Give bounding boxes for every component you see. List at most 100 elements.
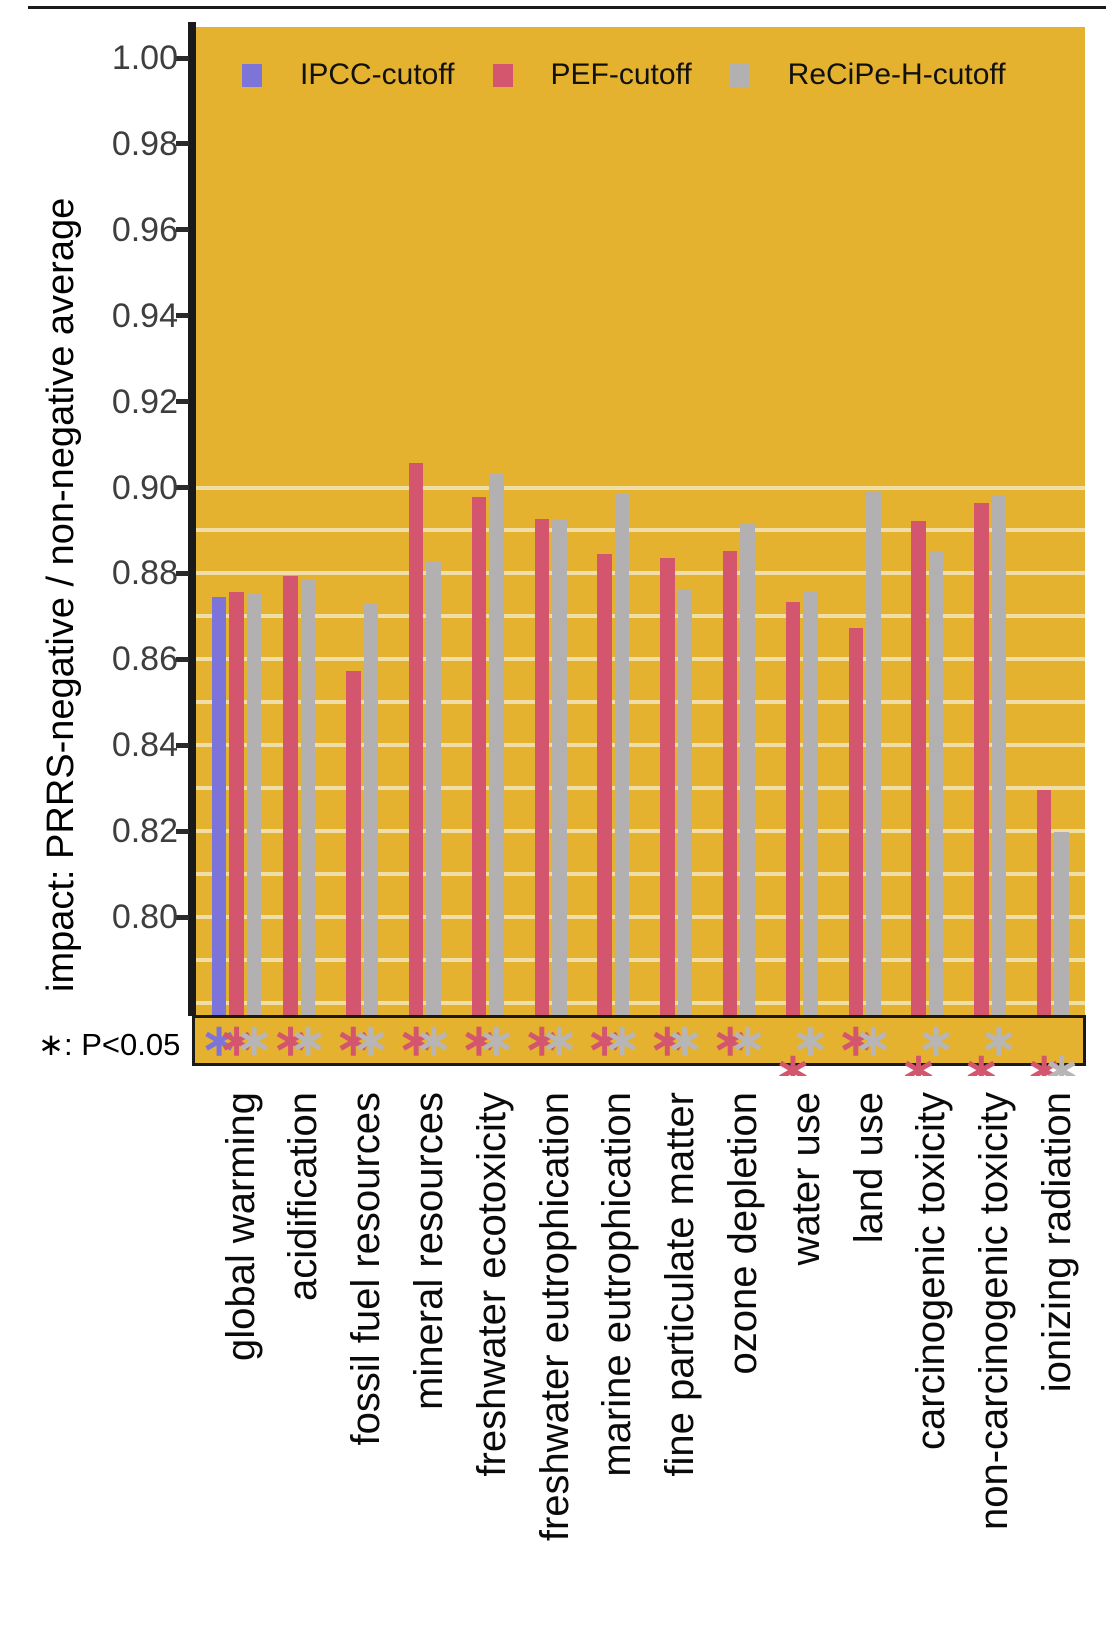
y-tick (176, 570, 189, 576)
significance-asterisk-clipped: ∗ (897, 1053, 941, 1076)
significance-asterisk-clipped: ∗ (959, 1053, 1003, 1076)
legend-swatch (492, 63, 513, 87)
gridline (196, 657, 1085, 662)
bar (408, 463, 424, 1016)
significance-asterisk: ∗ (415, 1016, 453, 1065)
significance-asterisk: ∗ (603, 1016, 641, 1065)
gridline (196, 1000, 1085, 1005)
significance-asterisk: ∗ (352, 1016, 390, 1065)
bar (1036, 790, 1052, 1016)
x-category-label: fossil fuel resources (344, 1092, 389, 1446)
significance-asterisk: ∗ (523, 1016, 561, 1065)
x-category-label: non-carcinogenic toxicity (972, 1092, 1017, 1530)
bar (848, 627, 863, 1016)
bar (614, 493, 630, 1016)
legend-label: IPCC-cutoff (300, 58, 455, 91)
x-category-label: land use (846, 1092, 891, 1244)
legend-item: ReCiPe-H-cutoff (729, 58, 1006, 92)
bar (363, 603, 379, 1016)
bar (300, 580, 316, 1016)
significance-asterisk: ∗ (648, 1016, 686, 1065)
significance-clipped-layer: ∗∗∗∗∗ (192, 1053, 1086, 1076)
x-category-label: global warming (218, 1092, 263, 1362)
gridline (196, 485, 1085, 490)
y-tick-label: 1.00 (111, 39, 178, 77)
y-tick-label: 0.96 (111, 210, 178, 249)
y-axis-title: impact: PRRS-negative / non-negative ave… (40, 197, 82, 992)
gridline (196, 743, 1085, 748)
bar (471, 497, 487, 1016)
x-category-label: marine eutrophication (595, 1092, 640, 1477)
gridline (196, 872, 1085, 877)
significance-asterisk: ∗ (586, 1016, 623, 1065)
significance-asterisk: ∗ (218, 1016, 255, 1065)
y-tick-label: 0.80 (111, 898, 178, 936)
gridline (196, 700, 1085, 705)
x-category-label: water use (783, 1092, 828, 1266)
significance-asterisk: ∗ (540, 1016, 578, 1065)
gridline (196, 915, 1085, 919)
bar (489, 474, 504, 1016)
bar (283, 576, 298, 1016)
x-category-label: fine particulate matter (658, 1092, 703, 1477)
x-category-label: ionizing radiation (1034, 1092, 1079, 1393)
x-category-label: carcinogenic toxicity (909, 1092, 954, 1450)
x-category-label: ozone depletion (720, 1092, 765, 1375)
plot-panel (196, 27, 1085, 1016)
legend-item: PEF-cutoff (492, 58, 692, 92)
significance-asterisk-clipped: ∗ (1022, 1053, 1066, 1076)
gridline (196, 614, 1085, 619)
bar (426, 560, 441, 1016)
legend-swatch (242, 63, 262, 87)
significance-asterisk: ∗ (917, 1016, 955, 1065)
significance-asterisk: ∗ (711, 1016, 749, 1065)
y-tick (176, 914, 189, 920)
bar (677, 589, 693, 1016)
bar (246, 594, 262, 1016)
y-tick (176, 656, 189, 662)
bar (974, 502, 989, 1016)
significance-asterisk: ∗ (334, 1016, 372, 1065)
y-tick (176, 227, 189, 233)
bar (552, 519, 567, 1016)
x-category-label: mineral resources (406, 1092, 451, 1410)
x-category-label: freshwater ecotoxicity (469, 1092, 514, 1477)
significance-asterisk: ∗ (729, 1016, 767, 1065)
bar (991, 495, 1007, 1016)
gridline (196, 786, 1085, 791)
legend-label: PEF-cutoff (550, 58, 692, 91)
significance-note-text: : P<0.05 (63, 1027, 181, 1062)
significance-asterisk: ∗ (980, 1016, 1018, 1065)
significance-asterisk: ∗ (792, 1016, 829, 1065)
significance-strip: ∗ ∗ ∗ ∗ ∗ ∗ ∗ ∗ ∗ ∗ ∗ ∗ ∗ ∗ ∗ ∗ ∗ ∗ ∗ ∗ ∗ ∗ ∗ ∗ (192, 1015, 1086, 1066)
y-tick-label: 0.98 (111, 124, 178, 163)
y-tick (176, 742, 189, 748)
bar (866, 490, 881, 1016)
legend-label: ReCiPe-H-cutoff (787, 58, 1006, 91)
significance-asterisk: ∗ (837, 1016, 875, 1065)
y-tick (176, 313, 189, 319)
significance-asterisk-clipped: ∗ (1040, 1053, 1084, 1076)
gridline (196, 829, 1085, 834)
y-tick-label: 0.86 (111, 640, 178, 679)
y-tick (176, 399, 189, 405)
y-tick (176, 55, 189, 61)
y-axis-spine (188, 22, 196, 1016)
y-tick-label: 0.84 (111, 726, 178, 765)
significance-asterisk: ∗ (397, 1016, 435, 1065)
x-category-label: freshwater eutrophication (532, 1092, 577, 1542)
bar (346, 671, 361, 1016)
bar (785, 602, 801, 1016)
significance-asterisk: ∗ (854, 1016, 892, 1065)
legend-item: IPCC-cutoff (242, 58, 455, 92)
bar (660, 557, 675, 1016)
x-category-label: acidification (281, 1092, 326, 1302)
bar (1054, 831, 1069, 1016)
significance-asterisk: ∗ (460, 1016, 498, 1065)
bar (534, 518, 549, 1016)
significance-asterisk: ∗ (200, 1016, 238, 1065)
bar (597, 553, 612, 1016)
significance-asterisk: ∗ (235, 1016, 273, 1065)
gridline (196, 957, 1085, 962)
